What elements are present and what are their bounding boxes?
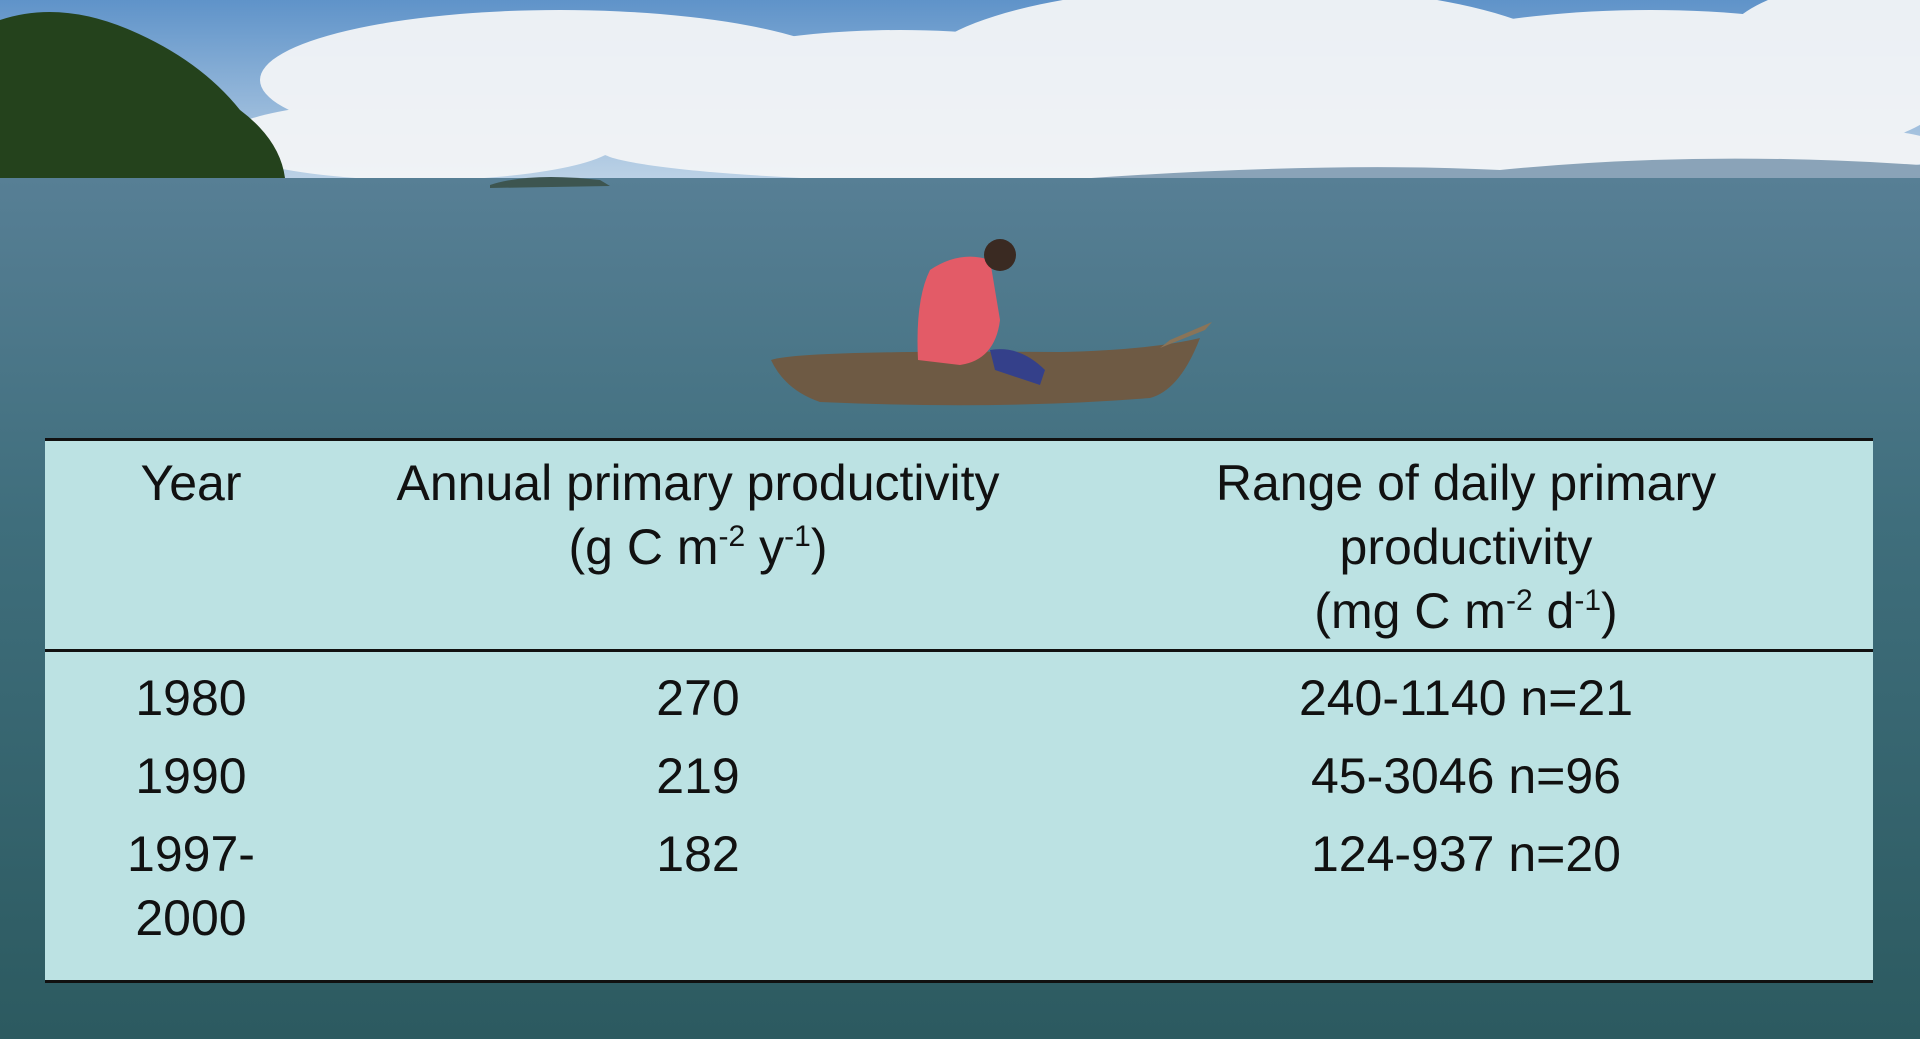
unit-text: ): [811, 519, 828, 575]
table-cell: 1990: [45, 744, 337, 808]
unit-exponent: -2: [719, 520, 746, 553]
table-row: 1980 270 240-1140 n=21: [45, 652, 1873, 730]
header-unit: (g C m-2 y-1): [337, 515, 1059, 579]
unit-text: d: [1533, 583, 1575, 639]
table-row: 1990 219 45-3046 n=96: [45, 730, 1873, 808]
unit-text: y: [745, 519, 784, 575]
table-cell: 1997-2000: [45, 822, 337, 950]
table-cell: 124-937 n=20: [1059, 822, 1873, 950]
table-cell: 219: [337, 744, 1059, 808]
table-cell: 1980: [45, 666, 337, 730]
header-text: Annual primary productivity: [337, 451, 1059, 515]
header-text: Range of daily primary productivity: [1186, 451, 1746, 579]
header-text: Year: [91, 451, 291, 515]
person-shirt: [918, 257, 1001, 365]
header-cell: Year: [45, 451, 337, 649]
header-cell: Annual primary productivity(g C m-2 y-1): [337, 451, 1059, 649]
header-row: Year Annual primary productivity(g C m-2…: [45, 441, 1873, 652]
cell-text: 182: [337, 822, 1059, 886]
cell-text: 219: [337, 744, 1059, 808]
page: Year Annual primary productivity(g C m-2…: [0, 0, 1920, 1039]
table-cell: 182: [337, 822, 1059, 950]
person-head: [984, 239, 1016, 271]
cell-text: 1997-2000: [91, 822, 291, 950]
unit-text: (mg C m: [1314, 583, 1506, 639]
cell-text: 270: [337, 666, 1059, 730]
header-unit: (mg C m-2 d-1): [1059, 579, 1873, 643]
unit-exponent: -2: [1506, 584, 1533, 617]
header-cell: Range of daily primary productivity(mg C…: [1059, 451, 1873, 649]
unit-exponent: -1: [1574, 584, 1601, 617]
unit-exponent: -1: [784, 520, 811, 553]
table-cell: 240-1140 n=21: [1059, 666, 1873, 730]
unit-text: ): [1601, 583, 1618, 639]
table-row: 1997-2000 182 124-937 n=20: [45, 808, 1873, 950]
table-cell: 45-3046 n=96: [1059, 744, 1873, 808]
cell-text: 1980: [91, 666, 291, 730]
data-table: Year Annual primary productivity(g C m-2…: [45, 438, 1873, 983]
cell-text: 1990: [91, 744, 291, 808]
clouds: [220, 0, 1920, 185]
unit-text: (g C m: [569, 519, 719, 575]
table-cell: 270: [337, 666, 1059, 730]
cell-text: 45-3046 n=96: [1186, 744, 1746, 808]
cell-text: 124-937 n=20: [1186, 822, 1746, 886]
cell-text: 240-1140 n=21: [1186, 666, 1746, 730]
